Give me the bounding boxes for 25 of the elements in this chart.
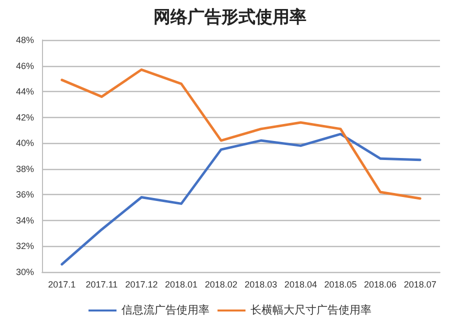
y-tick-label: 32% bbox=[16, 241, 34, 252]
line-series bbox=[60, 132, 422, 266]
y-tick-label: 42% bbox=[16, 112, 34, 122]
y-tick-label: 36% bbox=[16, 190, 34, 200]
x-tick-label: 2018.06 bbox=[364, 280, 397, 290]
x-tick-label: 2017.11 bbox=[86, 280, 118, 290]
y-tick-label: 40% bbox=[16, 138, 34, 148]
legend-label: 信息流广告使用率 bbox=[122, 304, 210, 316]
x-tick-label: 2017.12 bbox=[125, 280, 158, 290]
y-tick-label: 34% bbox=[16, 215, 34, 226]
x-tick-label: 2018.04 bbox=[284, 280, 317, 290]
y-tick-label: 38% bbox=[16, 164, 34, 174]
y-tick-label: 46% bbox=[16, 60, 34, 71]
x-tick-label: 2018.02 bbox=[204, 280, 238, 290]
x-tick-label: 2018.01 bbox=[165, 280, 198, 290]
chart-title: 网络广告形式使用率 bbox=[154, 8, 306, 28]
y-tick-label: 30% bbox=[16, 267, 34, 277]
line-series bbox=[60, 68, 422, 200]
x-tick-label: 2018.07 bbox=[404, 280, 436, 290]
y-tick-label: 48% bbox=[16, 35, 34, 45]
x-tick-label: 2018.05 bbox=[324, 280, 357, 290]
y-tick-label: 44% bbox=[16, 86, 34, 97]
x-tick-label: 2017.1 bbox=[48, 280, 76, 290]
legend-label: 长横幅大尺寸广告使用率 bbox=[250, 304, 372, 316]
x-tick-label: 2018.03 bbox=[244, 280, 278, 290]
